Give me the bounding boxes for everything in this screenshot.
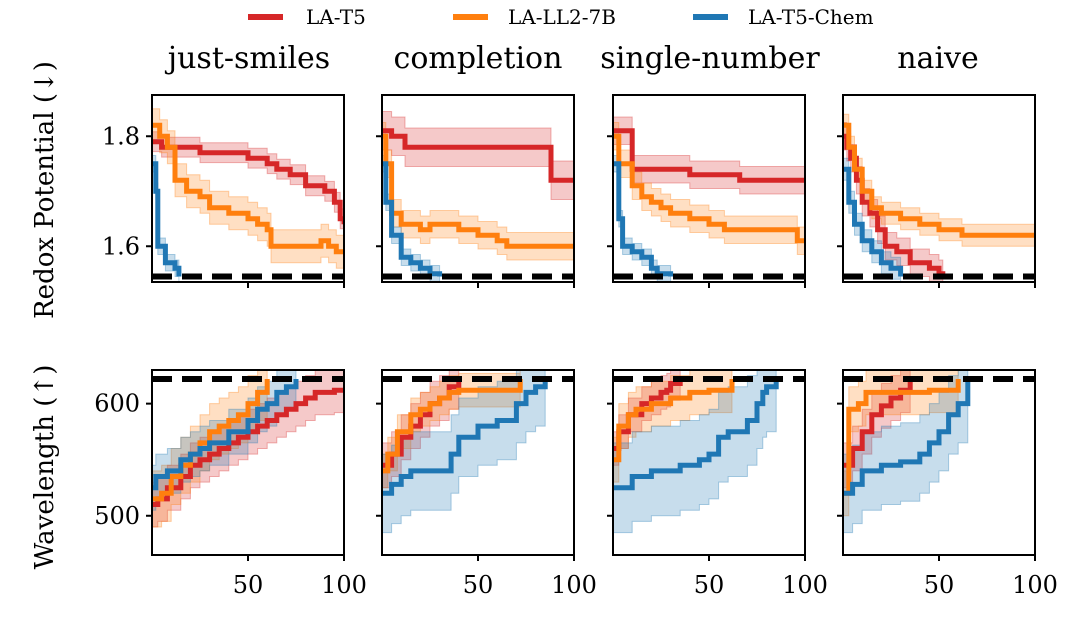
line-la-t5-chem <box>382 379 548 496</box>
x-tick-label: 50 <box>694 571 725 599</box>
legend-label-la-t5-chem: LA-T5-Chem <box>748 5 874 29</box>
band-la-t5-chem <box>613 370 777 534</box>
band-la-t5 <box>382 111 574 200</box>
plot-area <box>152 108 344 282</box>
panel-just-smiles-redox: 1.6 1.8 <box>102 94 345 288</box>
line-la-ll2-7b <box>382 133 574 249</box>
legend-label-la-t5: LA-T5 <box>306 5 366 29</box>
plot-area <box>613 370 805 534</box>
x-tick-label: 100 <box>1012 571 1058 599</box>
line-la-t5-chem <box>382 161 443 277</box>
row-label-wavelength: Wavelength (↑) <box>30 365 60 570</box>
y-tick-label: 1.8 <box>102 122 140 150</box>
column-title-just-smiles: just-smiles <box>165 41 330 76</box>
band-la-ll2-7b <box>152 108 344 269</box>
legend-label-la-ll2-7b: LA-LL2-7B <box>508 5 616 29</box>
panel-single-number-wavelength: 50 100 <box>607 369 828 599</box>
line-la-t5 <box>613 379 683 451</box>
y-tick-label: 1.6 <box>102 232 140 260</box>
legend: LA-T5 LA-LL2-7B LA-T5-Chem <box>248 5 874 29</box>
line-la-t5 <box>152 139 344 225</box>
band-la-ll2-7b <box>613 370 733 483</box>
line-la-t5 <box>843 133 946 277</box>
column-title-completion: completion <box>394 41 563 76</box>
line-la-ll2-7b <box>613 379 735 463</box>
legend-entry-la-t5-chem: LA-T5-Chem <box>693 5 874 29</box>
panel-naive-wavelength: 50 100 <box>837 369 1058 599</box>
panel-completion-wavelength: 50 100 <box>376 369 597 599</box>
line-la-ll2-7b <box>382 379 523 474</box>
panel-just-smiles-wavelength: 500 600 50 100 <box>94 369 367 599</box>
line-la-t5-chem <box>843 379 971 496</box>
line-la-t5 <box>613 128 805 183</box>
panel-completion-redox <box>376 94 575 288</box>
panel-naive-redox <box>837 94 1036 288</box>
plot-area <box>843 113 1035 282</box>
plot-area <box>382 111 574 282</box>
line-la-t5-chem <box>843 166 904 277</box>
column-title-naive: naive <box>897 41 979 76</box>
line-la-ll2-7b <box>152 379 270 502</box>
chart-panels: 1.6 1.8 500 600 50 100 50 100 50 100 50 100 <box>94 94 1058 599</box>
x-tick-label: 50 <box>233 571 264 599</box>
x-tick-label: 50 <box>924 571 955 599</box>
plot-area <box>382 370 574 534</box>
plot-area <box>152 370 344 528</box>
band-la-t5 <box>152 131 344 235</box>
x-tick-label: 100 <box>782 571 828 599</box>
line-la-ll2-7b <box>843 379 961 496</box>
line-la-ll2-7b <box>152 122 344 255</box>
line-la-ll2-7b <box>843 122 1035 238</box>
legend-entry-la-t5: LA-T5 <box>248 5 366 29</box>
line-la-t5 <box>382 128 574 183</box>
y-tick-label: 500 <box>94 502 140 530</box>
plot-area <box>843 370 1035 534</box>
band-la-t5-chem <box>613 155 672 282</box>
line-la-t5-chem <box>613 379 779 491</box>
panel-single-number-redox <box>607 94 806 288</box>
line-la-t5-chem <box>613 161 674 277</box>
band-la-t5-chem <box>382 370 546 534</box>
row-label-redox: Redox Potential (↓) <box>30 61 60 319</box>
x-tick-label: 50 <box>463 571 494 599</box>
line-la-t5-chem <box>152 161 182 277</box>
column-title-single-number: single-number <box>600 41 820 76</box>
legend-entry-la-ll2-7b: LA-LL2-7B <box>453 5 616 29</box>
line-la-t5-chem <box>152 379 299 491</box>
y-tick-label: 600 <box>94 390 140 418</box>
line-la-ll2-7b <box>613 133 805 244</box>
plot-area <box>613 116 805 282</box>
band-la-t5-chem <box>843 370 969 534</box>
x-tick-label: 100 <box>551 571 597 599</box>
band-la-ll2-7b <box>613 122 805 255</box>
x-tick-label: 100 <box>321 571 367 599</box>
